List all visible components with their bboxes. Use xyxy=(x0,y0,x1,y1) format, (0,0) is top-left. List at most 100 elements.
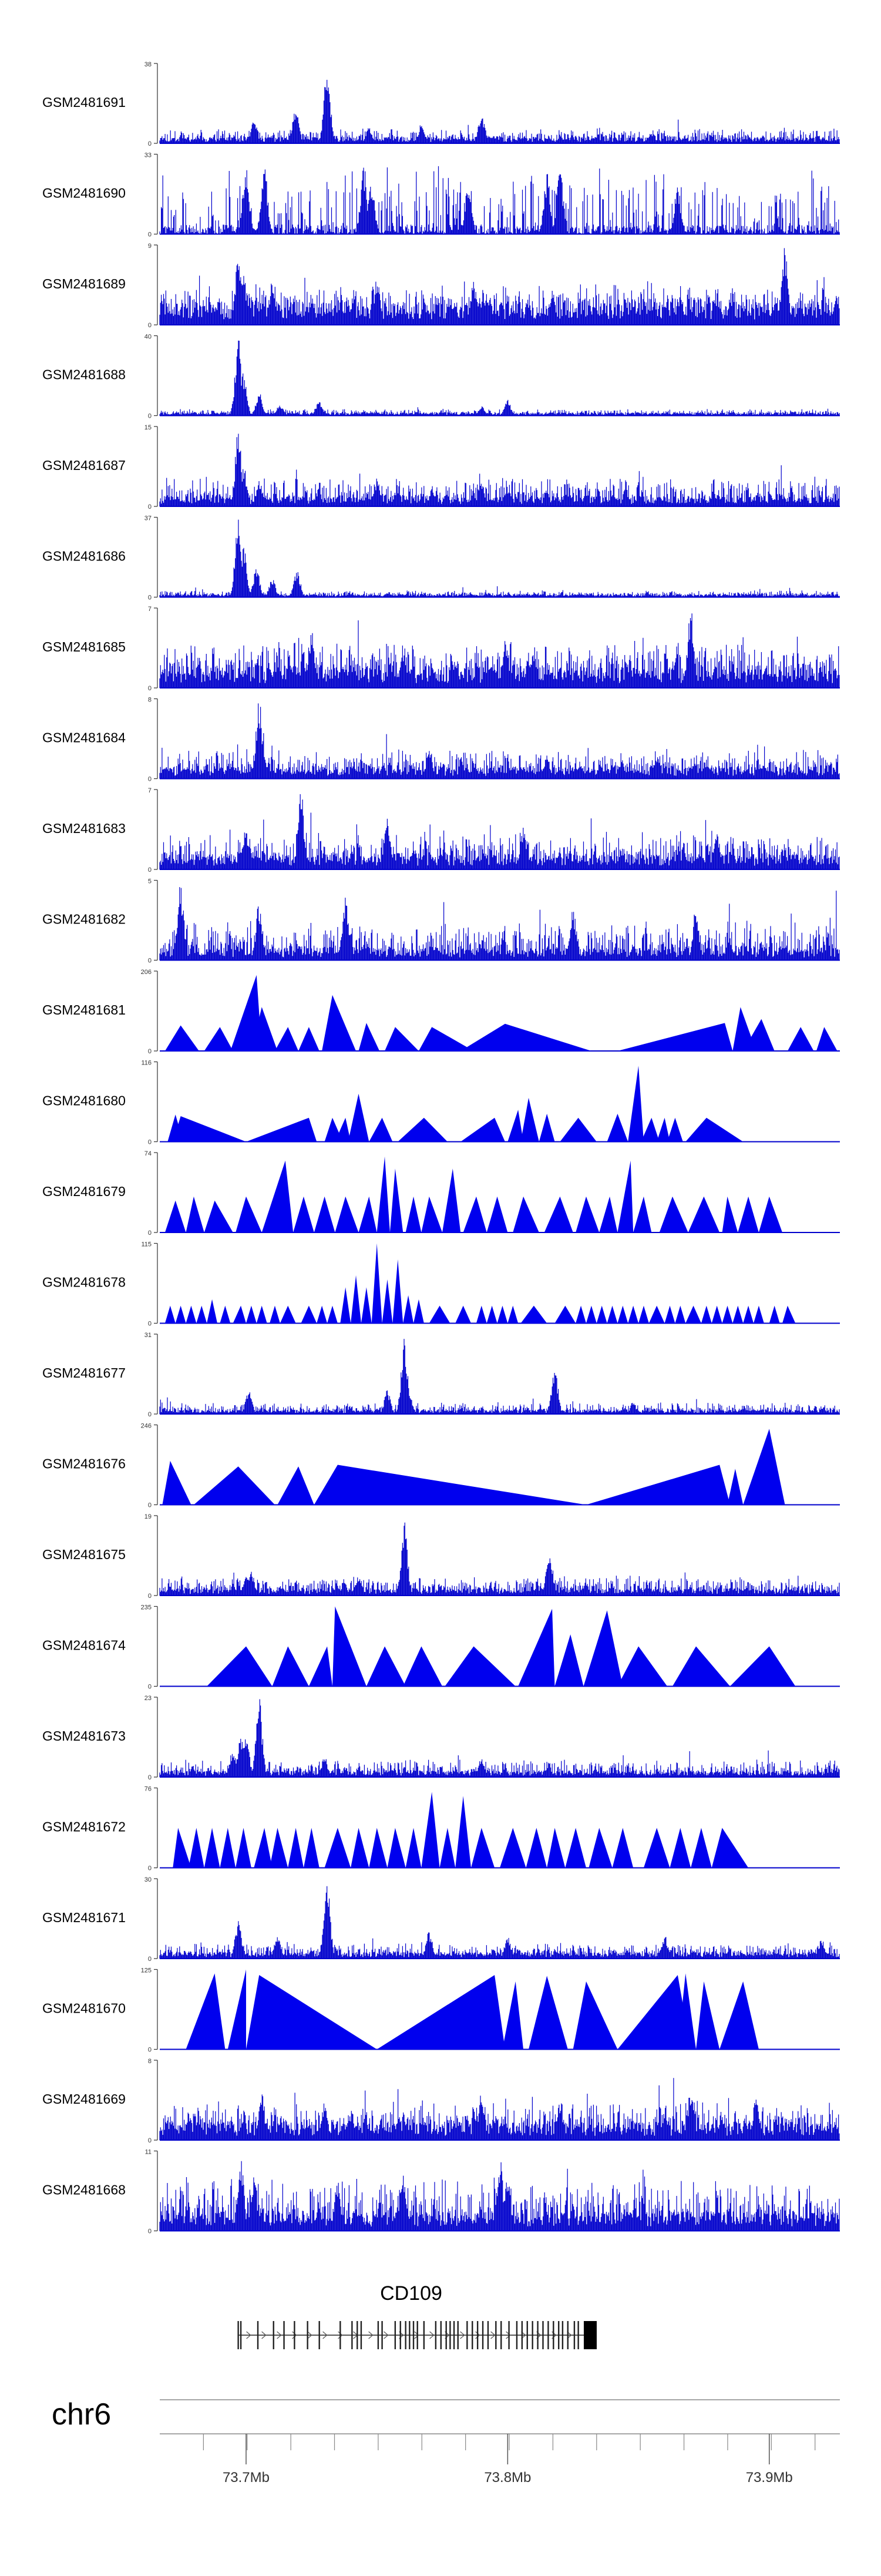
coverage-triangle xyxy=(173,1116,246,1142)
gene-exon xyxy=(500,2321,502,2349)
track-GSM2481676: GSM2481676 246 0 xyxy=(42,1423,840,1509)
y-zero-label: 0 xyxy=(148,1502,152,1509)
gene-exon xyxy=(577,2321,579,2349)
coverage-triangle xyxy=(560,1117,597,1142)
gene-exon xyxy=(472,2321,473,2349)
gene-exon xyxy=(508,2321,510,2349)
gene-exon xyxy=(453,2321,455,2349)
gene-exon xyxy=(542,2321,544,2349)
y-max-label: 33 xyxy=(144,152,152,159)
coverage-triangle xyxy=(617,1646,668,1687)
coverage-triangle xyxy=(643,1828,670,1868)
coverage-signal xyxy=(159,519,840,597)
coverage-triangle xyxy=(230,975,262,1051)
coverage-signal xyxy=(159,1699,840,1777)
y-max-label: 15 xyxy=(144,424,152,431)
y-max-label: 37 xyxy=(144,515,152,522)
coverage-triangle xyxy=(727,1469,744,1505)
y-max-label: 8 xyxy=(148,697,152,704)
gene-exon xyxy=(435,2321,437,2349)
track-GSM2481685: GSM2481685 7 0 xyxy=(42,606,840,692)
coverage-triangle xyxy=(743,1305,754,1324)
gene-exon xyxy=(409,2321,411,2349)
y-max-label: 7 xyxy=(148,606,152,613)
coverage-triangle xyxy=(539,1113,555,1142)
coverage-triangle xyxy=(175,1305,186,1324)
coverage-triangle xyxy=(471,1828,495,1868)
coverage-triangle xyxy=(648,1305,665,1324)
coverage-triangle xyxy=(782,1305,796,1324)
track-label: GSM2481686 xyxy=(42,549,126,564)
track-GSM2481677: GSM2481677 31 0 xyxy=(42,1332,840,1418)
coverage-triangle xyxy=(743,1019,775,1051)
track-label: GSM2481678 xyxy=(42,1275,126,1290)
coverage-signal xyxy=(159,248,840,325)
track-panel: GSM2481691380GSM2481690330GSM248168990GS… xyxy=(42,61,840,2235)
track-label: GSM2481677 xyxy=(42,1365,126,1381)
coverage-triangle xyxy=(358,1196,377,1232)
y-zero-label: 0 xyxy=(148,685,152,692)
coverage-signal xyxy=(159,434,840,506)
coverage-triangle xyxy=(186,1973,226,2050)
coverage-triangle xyxy=(445,1646,516,1687)
coverage-triangle xyxy=(497,1305,508,1324)
coverage-triangle xyxy=(277,1466,314,1505)
coverage-triangle xyxy=(513,1196,539,1232)
coverage-triangle xyxy=(261,1160,294,1232)
track-label: GSM2481668 xyxy=(42,2182,126,2198)
coverage-triangle xyxy=(701,1305,712,1324)
coverage-triangle xyxy=(685,1117,744,1142)
strand-arrow xyxy=(384,2331,389,2339)
coverage-triangle xyxy=(207,1299,217,1324)
coverage-triangle xyxy=(463,1196,487,1232)
track-label: GSM2481685 xyxy=(42,639,126,654)
coverage-triangle xyxy=(387,1828,406,1868)
coverage-triangle xyxy=(455,1305,472,1324)
coverage-triangle xyxy=(421,1196,443,1232)
track-label: GSM2481671 xyxy=(42,1910,126,1925)
gene-exon xyxy=(440,2321,442,2349)
gene-exon xyxy=(283,2321,285,2349)
gene-exon xyxy=(412,2321,415,2349)
coverage-triangle xyxy=(358,1023,380,1051)
track-GSM2481671: GSM2481671 30 0 xyxy=(42,1876,840,1963)
coverage-triangle xyxy=(586,1305,597,1324)
y-max-label: 8 xyxy=(148,2058,152,2065)
coverage-signal xyxy=(159,166,840,234)
coverage-triangle xyxy=(486,1305,497,1324)
y-max-label: 235 xyxy=(141,1604,152,1611)
gene-exon xyxy=(445,2321,447,2349)
coverage-triangle xyxy=(236,1196,262,1232)
coverage-signal xyxy=(159,613,840,688)
y-max-label: 30 xyxy=(144,1876,152,1883)
coverage-signal xyxy=(159,340,840,416)
coverage-triangle xyxy=(314,1196,335,1232)
gene-exon xyxy=(423,2321,425,2349)
track-GSM2481681: GSM2481681 206 0 xyxy=(42,969,840,1055)
coverage-triangle xyxy=(617,1160,634,1232)
track-GSM2481688: GSM2481688 40 0 xyxy=(42,334,840,420)
gene-exon xyxy=(339,2321,341,2349)
coverage-triangle xyxy=(528,1976,568,2050)
track-label: GSM2481675 xyxy=(42,1547,126,1562)
coverage-triangle xyxy=(204,1200,233,1232)
gene-exon xyxy=(495,2321,497,2349)
track-label: GSM2481689 xyxy=(42,276,126,291)
coverage-triangle xyxy=(186,1305,197,1324)
chromosome-label: chr6 xyxy=(52,2397,111,2431)
track-GSM2481672: GSM2481672 76 0 xyxy=(42,1786,840,1872)
coverage-triangle xyxy=(246,1305,257,1324)
strand-arrow xyxy=(460,2331,465,2339)
gene-exon xyxy=(532,2321,533,2349)
strand-arrow xyxy=(368,2331,374,2339)
track-GSM2481675: GSM2481675 19 0 xyxy=(42,1513,840,1600)
gene-exon xyxy=(381,2321,383,2349)
track-GSM2481691: GSM2481691 38 0 xyxy=(42,61,840,147)
coverage-triangle xyxy=(369,1828,388,1868)
coverage-triangle xyxy=(507,1110,524,1142)
coverage-triangle xyxy=(617,1305,628,1324)
coverage-triangle xyxy=(327,1305,338,1324)
y-max-label: 116 xyxy=(141,1060,152,1067)
y-zero-label: 0 xyxy=(148,1956,152,1963)
